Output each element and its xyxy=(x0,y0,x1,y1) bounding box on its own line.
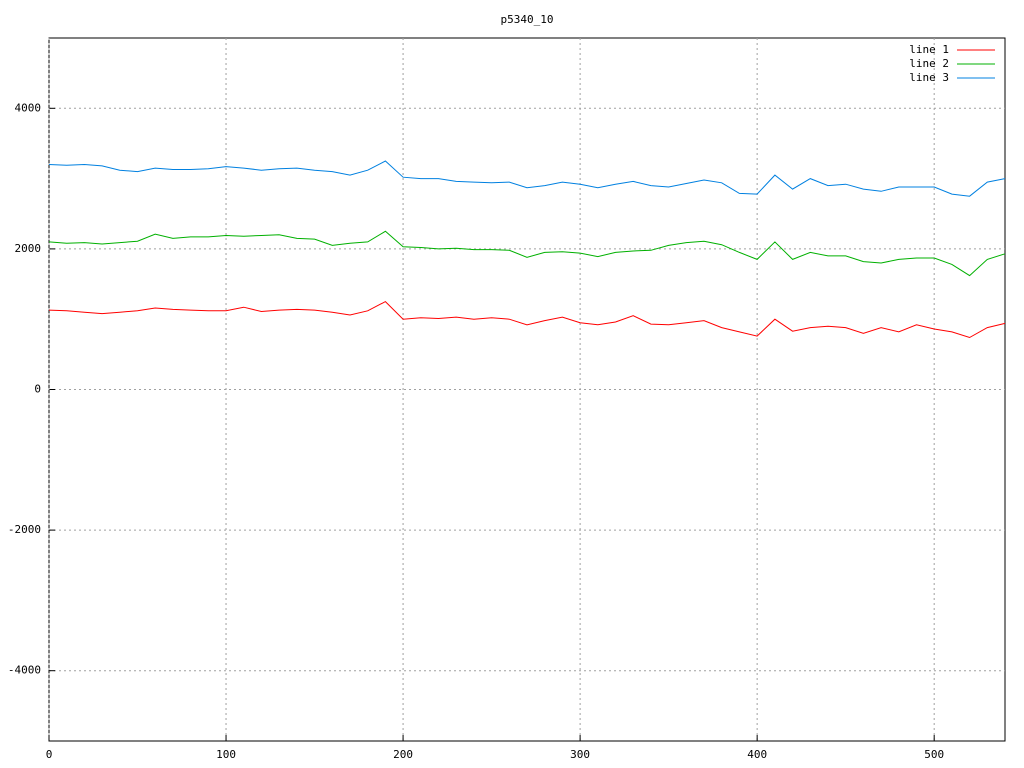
x-tick-label: 100 xyxy=(216,748,236,761)
x-tick-label: 200 xyxy=(393,748,413,761)
y-tick-label: 4000 xyxy=(15,101,42,114)
x-tick-label: 400 xyxy=(747,748,767,761)
x-tick-label: 300 xyxy=(570,748,590,761)
plot-frame xyxy=(48,37,1006,742)
y-tick-label: -2000 xyxy=(8,523,41,536)
y-tick-label: -4000 xyxy=(8,664,41,677)
x-tick-label: 0 xyxy=(46,748,53,761)
legend-label: line 2 xyxy=(909,57,949,70)
data-line xyxy=(48,230,1006,277)
y-tick-label: 2000 xyxy=(15,242,42,255)
y-tick-label: 0 xyxy=(34,383,41,396)
legend-label: line 1 xyxy=(909,43,949,56)
data-line xyxy=(48,300,1006,339)
x-tick-label: 500 xyxy=(924,748,944,761)
legend-label: line 3 xyxy=(909,71,949,84)
data-line xyxy=(48,160,1006,197)
chart-title: p5340_10 xyxy=(501,13,554,26)
